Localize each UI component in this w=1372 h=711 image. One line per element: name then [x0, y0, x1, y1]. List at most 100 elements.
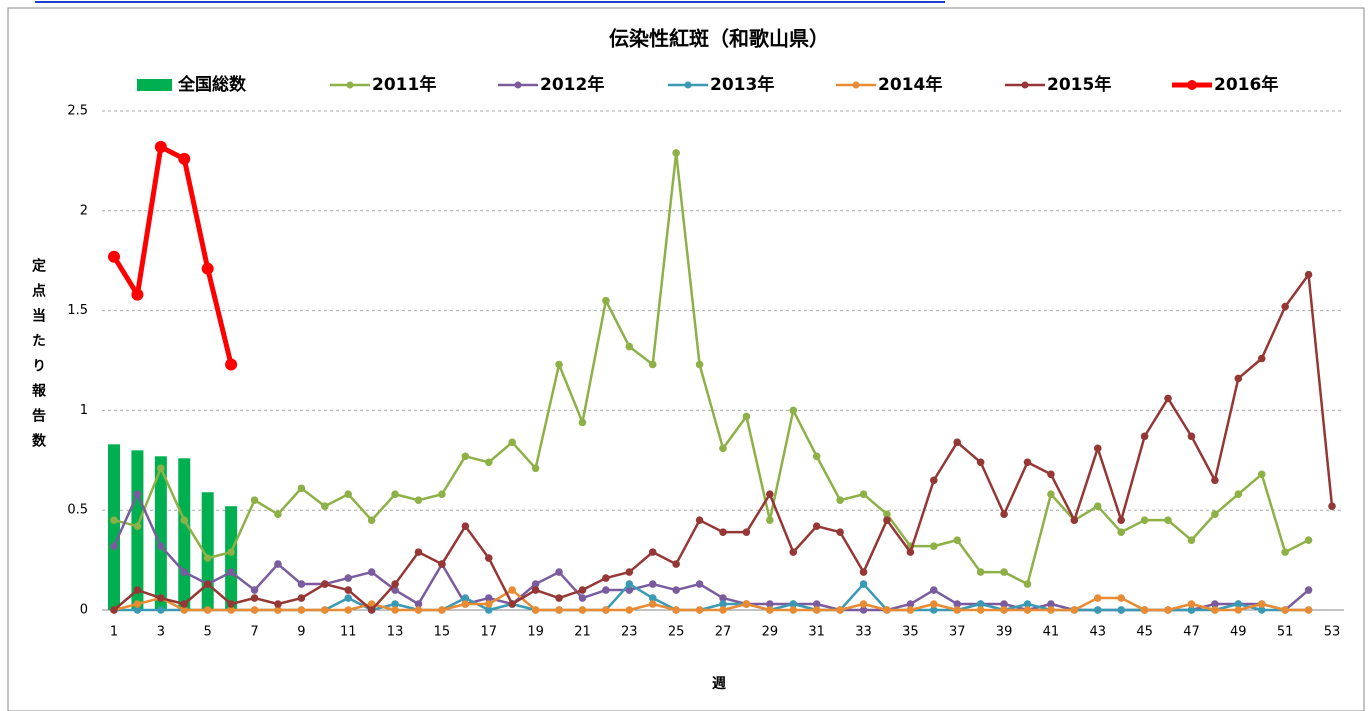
point [110, 516, 118, 524]
x-tick-label: 5 [204, 625, 212, 640]
point [367, 600, 376, 608]
point [1211, 600, 1219, 608]
point [578, 586, 587, 594]
y-tick-label: 2.5 [67, 104, 88, 119]
point [930, 476, 938, 485]
point [180, 600, 189, 608]
x-tick-label: 35 [902, 625, 919, 640]
point [883, 510, 891, 518]
x-tick-label: 11 [340, 625, 357, 640]
bar [108, 444, 120, 610]
point [719, 600, 727, 608]
point [672, 586, 680, 594]
point [953, 600, 962, 608]
point [438, 606, 446, 614]
point [1093, 502, 1102, 511]
point [274, 560, 282, 568]
point [1304, 270, 1313, 279]
legend-marker [852, 81, 860, 89]
x-tick-label: 51 [1277, 625, 1294, 640]
point [203, 580, 212, 588]
point [157, 464, 165, 473]
point [131, 288, 144, 301]
point [695, 360, 704, 369]
point [742, 412, 751, 421]
x-tick-label: 31 [808, 625, 825, 640]
point [812, 522, 821, 530]
legend-label: 2011年 [372, 74, 436, 95]
point [1023, 606, 1032, 614]
point [766, 600, 774, 608]
line [113, 151, 1310, 586]
point [1164, 516, 1172, 524]
point [976, 600, 985, 608]
point [906, 606, 915, 614]
point [110, 542, 118, 550]
point [344, 606, 353, 614]
point [438, 560, 446, 568]
legend-label: 2014年 [878, 74, 942, 95]
point [578, 606, 587, 614]
point [625, 580, 634, 588]
x-tick-label: 33 [855, 625, 872, 640]
legend-marker [1021, 81, 1029, 89]
point [414, 606, 423, 614]
point [1140, 606, 1149, 614]
line [114, 582, 1309, 612]
y-tick-label: 0.5 [67, 503, 88, 518]
point [1211, 476, 1219, 485]
line [111, 144, 234, 366]
point [1047, 606, 1055, 614]
point [578, 418, 587, 427]
point [203, 606, 212, 614]
point [1281, 606, 1289, 614]
point [812, 606, 821, 614]
point [250, 496, 259, 505]
bar [225, 506, 238, 610]
point [1234, 490, 1243, 499]
point [789, 548, 798, 556]
point [1023, 458, 1032, 467]
point [1047, 600, 1055, 608]
point [484, 600, 493, 608]
point [531, 464, 540, 473]
point [1140, 432, 1149, 441]
x-tick-label: 7 [250, 625, 258, 640]
point [695, 606, 704, 614]
point [625, 342, 634, 351]
point [695, 580, 704, 588]
point [1000, 510, 1008, 518]
point [976, 568, 985, 576]
point [250, 594, 259, 602]
point [742, 528, 751, 536]
point [1234, 606, 1243, 614]
legend-swatch [137, 79, 172, 91]
point [812, 452, 821, 461]
point [1304, 606, 1313, 614]
point [976, 606, 985, 614]
x-tick-label: 43 [1089, 625, 1106, 640]
point [1093, 594, 1102, 602]
x-tick-label: 17 [480, 625, 497, 640]
point [1234, 600, 1243, 608]
point [836, 606, 844, 614]
point [602, 606, 610, 614]
point [625, 568, 634, 576]
x-tick-label: 21 [574, 625, 591, 640]
point [344, 586, 353, 594]
point [719, 444, 727, 453]
point [555, 568, 563, 576]
point [461, 600, 470, 608]
x-tick-label: 9 [297, 625, 305, 640]
point [578, 594, 587, 602]
point [531, 580, 540, 588]
x-tick-label: 53 [1324, 625, 1341, 640]
legend-label: 2012年 [540, 74, 604, 95]
point [297, 484, 306, 493]
x-tick-label: 47 [1183, 625, 1200, 640]
point [602, 574, 610, 582]
point [648, 594, 657, 602]
x-tick-label: 29 [762, 625, 779, 640]
point [531, 586, 540, 594]
x-tick-label: 23 [621, 625, 638, 640]
